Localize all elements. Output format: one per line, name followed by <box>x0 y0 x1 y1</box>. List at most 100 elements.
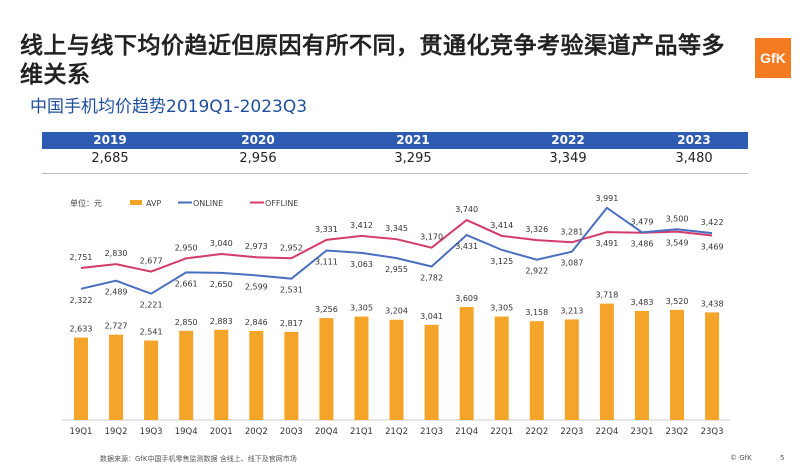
data-label-online: 2,922 <box>525 267 548 276</box>
legend: AVP ONLINE OFFLINE <box>130 199 298 208</box>
data-label-offline: 3,500 <box>666 214 689 223</box>
unit-label: 单位：元 <box>70 198 102 208</box>
x-tick-label: 19Q3 <box>140 427 163 437</box>
data-label-offline: 3,345 <box>385 224 408 233</box>
legend-label: ONLINE <box>193 199 223 208</box>
data-label-offline: 2,950 <box>175 243 198 252</box>
data-label-avp: 2,727 <box>105 322 128 331</box>
year-label: 2020 <box>241 133 275 147</box>
data-label-offline: 2,751 <box>70 253 93 262</box>
year-value: 3,295 <box>394 151 432 166</box>
data-label-avp: 3,256 <box>315 305 338 314</box>
year-band: 2019 2020 2021 2022 2023 <box>42 132 748 149</box>
data-label-online: 2,599 <box>245 282 268 291</box>
data-label-avp: 3,041 <box>420 312 443 321</box>
year-value: 2,956 <box>239 151 277 166</box>
legend-swatch-avp <box>130 200 142 205</box>
data-label-avp: 3,213 <box>560 306 583 315</box>
data-label-online: 2,782 <box>420 273 443 282</box>
data-label-offline: 3,740 <box>455 205 478 214</box>
bar-avp <box>109 334 124 420</box>
data-label-online: 2,322 <box>70 296 93 305</box>
bar-avp <box>705 312 720 420</box>
bar-avp <box>214 329 229 420</box>
bar-avp <box>319 318 334 420</box>
data-label-avp: 2,850 <box>175 318 198 327</box>
data-label-avp: 2,817 <box>280 319 303 328</box>
data-label-avp: 3,438 <box>701 299 724 308</box>
year-label: 2019 <box>93 133 127 147</box>
bar-avp <box>459 307 474 420</box>
data-label-offline: 3,422 <box>701 218 724 227</box>
data-label-avp: 2,633 <box>70 325 93 334</box>
year-value: 2,685 <box>91 151 129 166</box>
x-tick-label: 20Q1 <box>210 427 233 437</box>
year-value: 3,349 <box>549 151 587 166</box>
data-label-avp: 3,158 <box>525 308 548 317</box>
x-tick-label: 21Q2 <box>385 427 408 437</box>
data-label-offline: 3,281 <box>560 227 583 236</box>
data-label-online: 2,661 <box>175 279 198 288</box>
page-title: 线上与线下均价趋近但原因有所不同，贯通化竞争考验渠道产品等多维关系 <box>20 33 725 88</box>
x-tick-label: 23Q2 <box>666 427 689 437</box>
bar-avp <box>634 310 649 420</box>
bar-avp <box>564 319 579 420</box>
data-label-offline: 3,170 <box>420 233 443 242</box>
data-label-offline: 3,491 <box>595 239 618 248</box>
data-label-online: 2,955 <box>385 265 408 274</box>
year-value: 3,480 <box>675 151 713 166</box>
data-label-avp: 3,609 <box>455 294 478 303</box>
bar-avp <box>389 319 404 420</box>
data-label-online: 3,486 <box>631 240 654 249</box>
bar-avp <box>144 340 159 420</box>
data-label-avp: 2,541 <box>140 327 163 336</box>
data-label-online: 3,087 <box>560 259 583 268</box>
bar-avp <box>74 337 88 420</box>
data-label-online: 2,531 <box>280 286 303 295</box>
x-tick-label: 22Q1 <box>490 427 513 437</box>
x-tick-label: 22Q4 <box>595 427 618 437</box>
x-tick-label: 21Q1 <box>350 427 373 437</box>
data-label-avp: 3,718 <box>595 291 618 300</box>
year-label: 2022 <box>551 133 585 147</box>
data-label-avp: 3,305 <box>490 304 513 313</box>
legend-label: OFFLINE <box>265 199 298 208</box>
x-tick-label: 19Q2 <box>105 427 128 437</box>
x-tick-label: 20Q4 <box>315 427 338 437</box>
x-tick-label: 21Q4 <box>455 427 478 437</box>
x-tick-label: 23Q3 <box>701 427 724 437</box>
gfk-logo: GfK <box>755 38 791 78</box>
data-label-offline: 3,479 <box>631 217 654 226</box>
x-tick-label: 22Q2 <box>525 427 548 437</box>
data-label-offline: 3,412 <box>350 221 373 230</box>
bar-avp <box>494 316 509 420</box>
x-tick-label: 19Q1 <box>70 427 93 437</box>
data-label-offline: 2,973 <box>245 242 268 251</box>
data-label-online: 2,221 <box>140 301 163 310</box>
data-label-avp: 3,204 <box>385 307 408 316</box>
line-online <box>80 206 713 295</box>
data-label-offline: 3,331 <box>315 225 338 234</box>
data-label-offline: 2,952 <box>280 243 303 252</box>
bar-avp <box>670 309 685 420</box>
data-label-online: 2,650 <box>210 280 233 289</box>
data-label-online: 3,063 <box>350 260 373 269</box>
data-label-avp: 2,846 <box>245 318 268 327</box>
bar-avp <box>249 330 264 420</box>
x-tick-label: 19Q4 <box>175 427 198 437</box>
x-tick-label: 23Q1 <box>630 427 653 437</box>
bar-avp <box>599 303 614 420</box>
data-label-avp: 3,483 <box>631 298 654 307</box>
source-note: 数据来源：GfK中国手机零售监测数据 含线上、线下及官网市场 <box>100 455 297 463</box>
page-subtitle: 中国手机均价趋势2019Q1-2023Q3 <box>30 97 308 117</box>
data-label-offline: 2,830 <box>105 249 128 258</box>
line-offline <box>80 218 713 273</box>
legend-label: AVP <box>146 199 161 208</box>
data-label-online: 3,991 <box>595 194 618 203</box>
year-label: 2023 <box>677 133 711 147</box>
data-label-offline: 3,326 <box>525 225 548 234</box>
bar-avp <box>529 321 544 420</box>
data-label-online: 3,549 <box>666 239 689 248</box>
data-label-online: 3,111 <box>315 258 338 267</box>
